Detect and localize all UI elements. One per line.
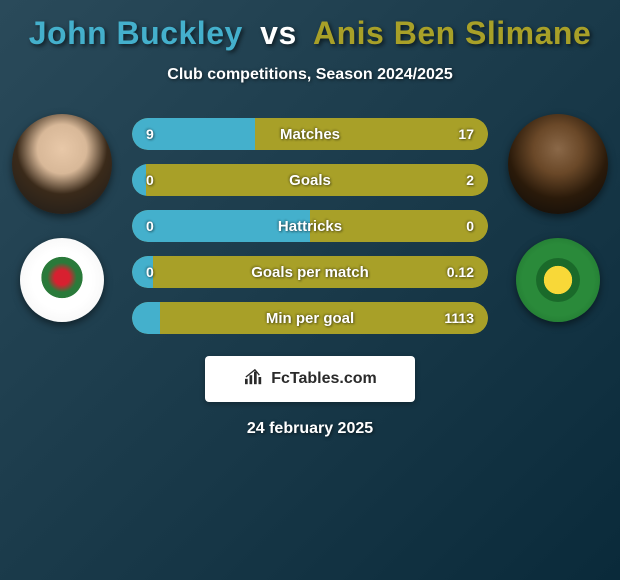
left-column <box>10 114 114 322</box>
brand-text: FcTables.com <box>271 370 377 388</box>
stat-bar: 9 Matches 17 <box>132 118 488 150</box>
stat-left-value: 9 <box>146 126 154 142</box>
stat-bar: 0 Goals 2 <box>132 164 488 196</box>
stat-left-value: 0 <box>146 264 154 280</box>
comparison-title: John Buckley vs Anis Ben Slimane <box>0 15 620 52</box>
stat-right-value: 0 <box>466 218 474 234</box>
right-column <box>506 114 610 322</box>
stat-label: Hattricks <box>278 218 342 235</box>
subtitle: Club competitions, Season 2024/2025 <box>0 66 620 84</box>
player1-avatar <box>12 114 112 214</box>
player1-club-badge <box>20 238 104 322</box>
stat-bar: 0 Hattricks 0 <box>132 210 488 242</box>
stat-bars: 9 Matches 17 0 Goals 2 0 Hattricks 0 0 Goals per m… <box>132 114 488 334</box>
title-vs: vs <box>260 15 297 51</box>
stat-right-value: 2 <box>466 172 474 188</box>
stat-label: Min per goal <box>266 310 354 327</box>
stat-right-value: 1113 <box>444 310 474 326</box>
comparison-row: 9 Matches 17 0 Goals 2 0 Hattricks 0 0 Goals per m… <box>0 114 620 334</box>
stat-bar: Min per goal 1113 <box>132 302 488 334</box>
chart-icon <box>243 368 265 391</box>
player2-avatar <box>508 114 608 214</box>
stat-left-value: 0 <box>146 172 154 188</box>
brand-box: FcTables.com <box>205 356 415 402</box>
player2-club-badge <box>516 238 600 322</box>
stat-left-value: 0 <box>146 218 154 234</box>
stat-label: Goals per match <box>251 264 369 281</box>
stat-bar: 0 Goals per match 0.12 <box>132 256 488 288</box>
date-text: 24 february 2025 <box>0 420 620 438</box>
stat-label: Matches <box>280 126 340 143</box>
stat-right-value: 17 <box>458 126 474 142</box>
stat-label: Goals <box>289 172 331 189</box>
stat-right-value: 0.12 <box>447 264 474 280</box>
title-player2: Anis Ben Slimane <box>313 15 591 51</box>
title-player1: John Buckley <box>29 15 243 51</box>
